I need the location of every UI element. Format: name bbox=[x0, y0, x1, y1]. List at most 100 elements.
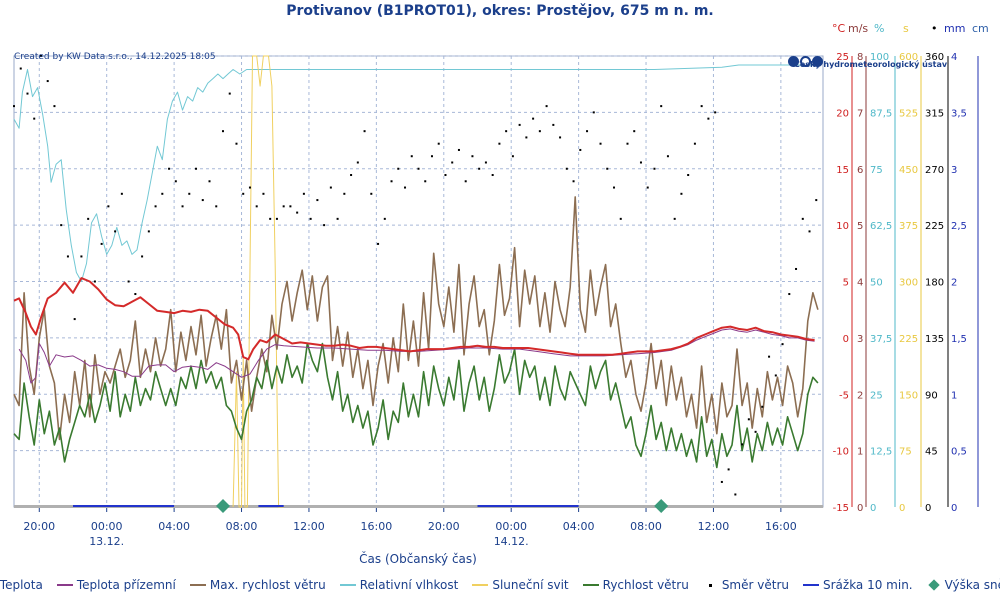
wind-direction-point bbox=[707, 117, 710, 120]
wind-direction-point bbox=[107, 205, 110, 208]
wind-direction-point bbox=[646, 186, 649, 189]
wind-direction-point bbox=[653, 167, 656, 170]
wind-direction-point bbox=[228, 92, 231, 95]
y-tick-label: 5 bbox=[843, 278, 849, 289]
x-tick-label: 08:00 bbox=[226, 520, 258, 533]
snow-height-marker bbox=[215, 499, 230, 513]
wind-direction-point bbox=[761, 405, 764, 408]
x-tick-label: 04:00 bbox=[158, 520, 190, 533]
y-tick-label: 6 bbox=[857, 165, 863, 176]
y-tick-label: 180 bbox=[925, 278, 944, 289]
wind-direction-point bbox=[53, 105, 56, 108]
x-tick-label: 08:00 bbox=[630, 520, 662, 533]
y-tick-label: 300 bbox=[899, 278, 918, 289]
axis-unit-label: m/s bbox=[848, 22, 869, 35]
legend-label: Teplota bbox=[0, 578, 43, 592]
y-tick-label: 75 bbox=[899, 447, 912, 458]
wind-direction-point bbox=[404, 186, 407, 189]
wind-direction-point bbox=[302, 192, 305, 195]
wind-direction-point bbox=[572, 180, 575, 183]
legend-label: Sluneční svit bbox=[492, 578, 569, 592]
y-tick-label: 0 bbox=[870, 503, 876, 514]
wind-direction-point bbox=[323, 224, 326, 227]
legend-label: Výška sněhu bbox=[944, 578, 1000, 592]
wind-direction-point bbox=[410, 155, 413, 158]
y-tick-label: 5 bbox=[857, 221, 863, 232]
wind-direction-point bbox=[168, 167, 171, 170]
y-tick-label: 315 bbox=[925, 108, 944, 119]
legend-swatch bbox=[927, 579, 940, 591]
wind-direction-point bbox=[768, 355, 771, 358]
wind-direction-point bbox=[114, 230, 117, 233]
y-tick-label: 75 bbox=[870, 165, 883, 176]
wind-direction-point bbox=[147, 230, 150, 233]
wind-direction-point bbox=[491, 174, 494, 177]
wind-direction-point bbox=[120, 192, 123, 195]
wind-direction-point bbox=[19, 67, 22, 70]
legend-swatch bbox=[339, 584, 356, 586]
wind-direction-point bbox=[127, 280, 130, 283]
wind-direction-point bbox=[606, 167, 609, 170]
wind-direction-point bbox=[720, 480, 723, 483]
chart-title: Protivanov (B1PROT01), okres: Prostějov,… bbox=[286, 3, 714, 19]
legend-item: Výška sněhu bbox=[927, 578, 1000, 592]
wind-direction-point bbox=[599, 142, 602, 145]
wind-direction-point bbox=[390, 180, 393, 183]
legend-item: Teplota bbox=[0, 578, 43, 592]
wind-direction-point bbox=[478, 167, 481, 170]
wind-direction-point bbox=[275, 217, 278, 220]
snow-height-marker bbox=[654, 499, 669, 513]
wind-direction-point bbox=[693, 142, 696, 145]
wind-direction-point bbox=[471, 155, 474, 158]
wind-direction-point bbox=[80, 255, 83, 258]
precip-baseline bbox=[14, 505, 823, 508]
legend-swatch bbox=[582, 584, 599, 586]
x-tick-label: 12:00 bbox=[698, 520, 730, 533]
y-tick-label: 2 bbox=[951, 278, 957, 289]
x-axis-title: Čas (Občanský čas) bbox=[359, 552, 477, 566]
y-tick-label: -5 bbox=[839, 390, 849, 401]
wind-direction-point bbox=[788, 293, 791, 296]
series-slune-n-svit bbox=[232, 55, 284, 508]
wind-direction-point bbox=[639, 161, 642, 164]
y-tick-label: 0 bbox=[899, 503, 905, 514]
axes-layer: -15-10-50510152025012345678012,52537,550… bbox=[833, 52, 979, 514]
legend: Teplota Teplota přízemní Max. rychlost vět… bbox=[0, 578, 1000, 592]
wind-direction-point bbox=[221, 130, 224, 133]
x-date-label: 14.12. bbox=[494, 535, 529, 548]
y-tick-label: 3 bbox=[951, 165, 957, 176]
y-tick-label: 0,5 bbox=[951, 447, 967, 458]
series-rychlost-v-tru bbox=[13, 342, 819, 469]
wind-direction-point bbox=[714, 111, 717, 114]
y-tick-label: 20 bbox=[836, 108, 849, 119]
series-layer bbox=[13, 55, 819, 513]
wind-direction-point bbox=[215, 205, 218, 208]
legend-item: Sluneční svit bbox=[472, 578, 569, 592]
wind-direction-point bbox=[73, 318, 76, 321]
y-tick-label: 360 bbox=[925, 52, 944, 63]
wind-direction-point bbox=[579, 148, 582, 151]
y-tick-label: 600 bbox=[899, 52, 918, 63]
wind-direction-point bbox=[370, 192, 373, 195]
wind-direction-point bbox=[46, 80, 49, 83]
y-tick-label: 3 bbox=[857, 334, 863, 345]
legend-label: Max. rychlost větru bbox=[209, 578, 326, 592]
y-tick-label: 270 bbox=[925, 165, 944, 176]
y-tick-label: 62,5 bbox=[870, 221, 892, 232]
y-tick-label: 4 bbox=[857, 278, 863, 289]
wind-direction-point bbox=[377, 242, 380, 245]
legend-item: Relativní vlhkost bbox=[339, 578, 459, 592]
wind-direction-point bbox=[660, 105, 663, 108]
y-tick-label: 135 bbox=[925, 334, 944, 345]
wind-direction-point bbox=[201, 199, 204, 202]
wind-direction-point bbox=[363, 130, 366, 133]
legend-label: Relativní vlhkost bbox=[359, 578, 459, 592]
wind-direction-point bbox=[545, 105, 548, 108]
series-relativn-vlhkost bbox=[13, 64, 815, 282]
wind-direction-point bbox=[188, 192, 191, 195]
wind-direction-point bbox=[87, 217, 90, 220]
y-tick-label: 0 bbox=[843, 334, 849, 345]
wind-direction-point bbox=[289, 205, 292, 208]
legend-swatch bbox=[802, 584, 819, 586]
